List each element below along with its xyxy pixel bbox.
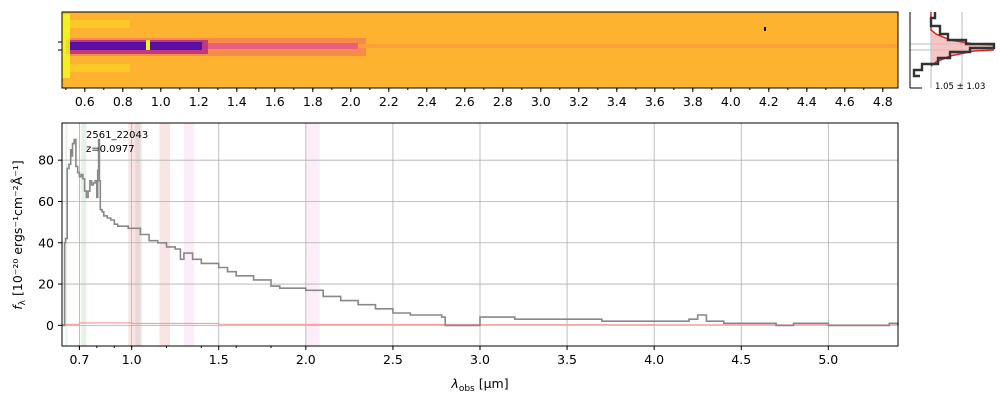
x-tick-label: 2.8 bbox=[493, 94, 513, 109]
x-tick-label: 3.8 bbox=[683, 94, 703, 109]
x-tick-label: 1.4 bbox=[227, 94, 247, 109]
x-tick-label: 3.2 bbox=[569, 94, 589, 109]
x-tick-label: 2.2 bbox=[379, 94, 399, 109]
spectrum-1d-x-ticks: 0.7 1.0 1.5 2.0 2.5 3.0 3.5 4.0 4.5 5.0 bbox=[69, 346, 838, 367]
y-axis-label: fλ [10⁻²⁰ ergs⁻¹cm⁻²Å⁻¹] bbox=[10, 160, 28, 309]
line-band bbox=[159, 123, 170, 346]
spectrum-1d-panel: 0.7 1.0 1.5 2.0 2.5 3.0 3.5 4.0 4.5 5.0 0 20 40 60 80… bbox=[10, 122, 899, 394]
x-tick-label: 1.8 bbox=[303, 94, 323, 109]
x-tick-label: 4.2 bbox=[759, 94, 779, 109]
x-tick-label: 3.6 bbox=[645, 94, 665, 109]
line-band bbox=[81, 123, 87, 346]
x-tick-label: 0.8 bbox=[113, 94, 133, 109]
y-tick-label: 40 bbox=[38, 235, 54, 250]
x-tick-label: 2.0 bbox=[296, 352, 316, 367]
line-band bbox=[128, 123, 141, 346]
spectrum-2d-panel: 0.6 0.8 1.0 1.2 1.4 1.6 1.8 2.0 2.2 2.4 2.6 2.8 3.0 3… bbox=[58, 11, 899, 109]
line-band bbox=[65, 123, 68, 346]
spectrum-series-line bbox=[62, 322, 898, 326]
line-band bbox=[135, 123, 143, 346]
x-tick-label: 4.0 bbox=[721, 94, 741, 109]
x-tick-label: 0.6 bbox=[75, 94, 95, 109]
spectrum-2d-trace bbox=[62, 14, 898, 78]
spectrum-2d-x-ticks: 0.6 0.8 1.0 1.2 1.4 1.6 1.8 2.0 2.2 2.4 2.6 2.8 3.0 3… bbox=[58, 41, 893, 109]
x-tick-label: 4.6 bbox=[835, 94, 855, 109]
profile-label: 1.05 ± 1.03 bbox=[935, 82, 985, 92]
x-tick-label: 3.0 bbox=[531, 94, 551, 109]
spatial-profile-panel: 1.05 ± 1.03 bbox=[909, 12, 996, 92]
x-tick-label: 1.0 bbox=[151, 94, 171, 109]
x-tick-label: 1.0 bbox=[122, 352, 142, 367]
x-tick-label: 3.4 bbox=[607, 94, 627, 109]
spectrum-1d-y-ticks: 0 20 40 60 80 bbox=[38, 153, 62, 333]
x-tick-label: 4.4 bbox=[797, 94, 817, 109]
lower-highlight bbox=[70, 64, 130, 72]
spectrum-1d-grid bbox=[62, 123, 898, 346]
x-tick-label: 4.0 bbox=[644, 352, 664, 367]
x-tick-label: 2.6 bbox=[455, 94, 475, 109]
dead-pixel bbox=[764, 27, 766, 31]
trace-core bbox=[70, 42, 202, 50]
y-tick-label: 60 bbox=[38, 194, 54, 209]
x-tick-label: 5.0 bbox=[818, 352, 838, 367]
line-band bbox=[183, 123, 195, 346]
x-axis-label: λobs [μm] bbox=[450, 376, 508, 394]
redshift-annotation: z=0.0977 bbox=[86, 144, 135, 155]
x-tick-label: 0.7 bbox=[69, 352, 89, 367]
spectrum-series-line bbox=[62, 138, 899, 327]
x-tick-label: 1.5 bbox=[209, 352, 229, 367]
y-tick-label: 20 bbox=[38, 277, 54, 292]
x-tick-label: 2.0 bbox=[341, 94, 361, 109]
x-tick-label: 4.5 bbox=[731, 352, 751, 367]
x-tick-label: 2.5 bbox=[383, 352, 403, 367]
profile-data-line bbox=[912, 12, 996, 78]
y-tick-label: 80 bbox=[38, 153, 54, 168]
upper-highlight bbox=[70, 20, 130, 28]
edge-highlight bbox=[62, 14, 70, 78]
x-tick-label: 1.6 bbox=[265, 94, 285, 109]
x-tick-label: 4.8 bbox=[873, 94, 893, 109]
line-band bbox=[305, 123, 320, 346]
trace-tail bbox=[208, 43, 358, 49]
hot-pixel bbox=[146, 40, 150, 50]
x-tick-label: 2.4 bbox=[417, 94, 437, 109]
x-tick-label: 3.0 bbox=[470, 352, 490, 367]
spectrum-1d-series bbox=[62, 138, 899, 327]
y-tick-label: 0 bbox=[46, 318, 54, 333]
x-tick-label: 1.2 bbox=[189, 94, 209, 109]
trace-faint bbox=[358, 44, 898, 48]
object-id-annotation: 2561_22043 bbox=[86, 130, 148, 141]
profile-model-fill bbox=[931, 12, 994, 88]
x-tick-label: 3.5 bbox=[557, 352, 577, 367]
